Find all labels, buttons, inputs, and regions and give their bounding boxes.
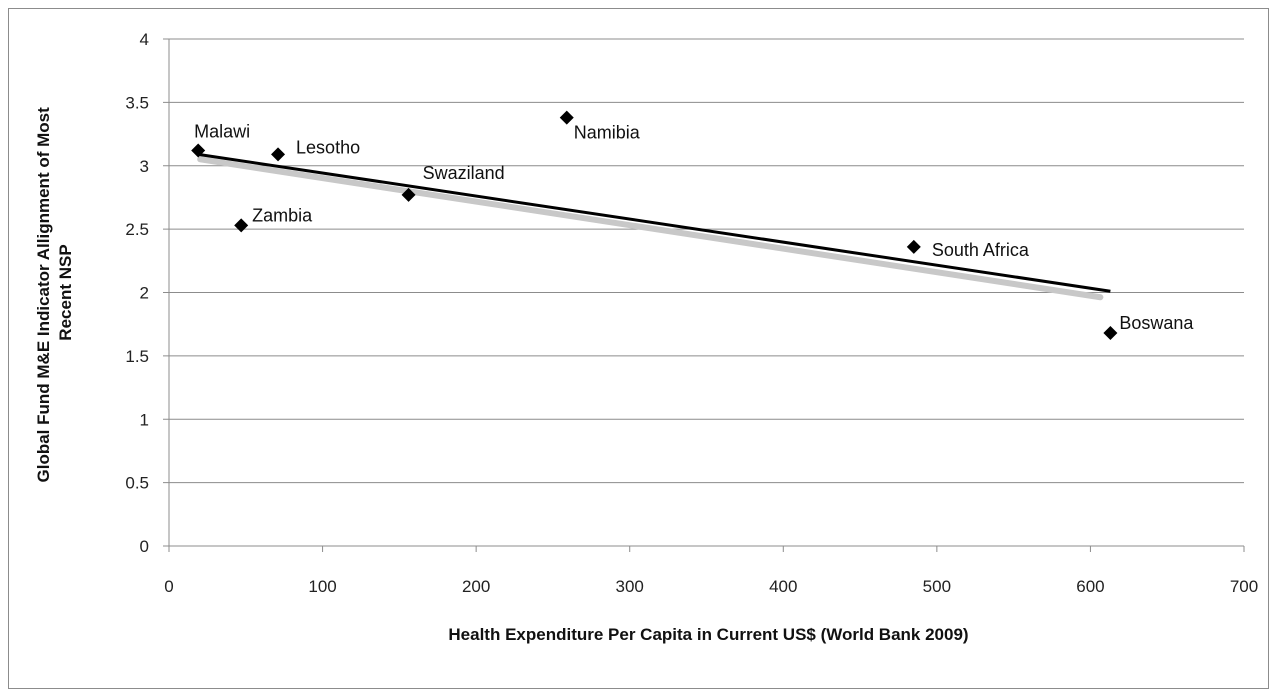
y-tick-label: 3 — [140, 157, 149, 176]
y-axis-title-line-2: Recent NSP — [56, 244, 75, 340]
x-tick-label: 200 — [462, 577, 490, 596]
x-tick-label: 600 — [1076, 577, 1104, 596]
point-labels: Malawi Lesotho Zambia Swaziland Namibia South… — [194, 122, 1194, 334]
data-point-marker — [191, 143, 206, 158]
data-point-marker — [401, 187, 416, 202]
y-axis-title-line-1: Global Fund M&E Indicator Allignment of … — [34, 107, 53, 483]
trendline-line — [197, 152, 1111, 293]
data-point-marker — [559, 110, 574, 125]
y-axis-title: Global Fund M&E Indicator Allignment of … — [34, 103, 75, 483]
x-axis-title: Health Expenditure Per Capita in Current… — [448, 625, 968, 644]
y-tick-label: 1 — [140, 410, 149, 429]
y-tick-label: 2 — [140, 284, 149, 303]
data-point-label: Swaziland — [423, 163, 505, 183]
axes — [163, 38, 1245, 552]
y-tick-label: 0 — [140, 537, 149, 556]
x-tick-label: 400 — [769, 577, 797, 596]
chart-frame: 0 0.5 1 1.5 2 2.5 3 3.5 4 0 100 200 300 400 500 600 700… — [8, 8, 1269, 689]
y-tick-label: 4 — [140, 30, 149, 49]
data-point-label: Zambia — [252, 205, 313, 225]
trendline — [197, 152, 1111, 301]
data-point-marker — [271, 147, 286, 162]
grid-lines — [169, 38, 1244, 484]
x-tick-label: 300 — [616, 577, 644, 596]
data-point-marker — [1103, 326, 1118, 341]
x-tick-labels: 0 100 200 300 400 500 600 700 — [164, 577, 1258, 596]
data-point-label: Malawi — [194, 122, 250, 142]
x-tick-label: 0 — [164, 577, 173, 596]
data-point-marker — [234, 218, 249, 233]
y-tick-label: 2.5 — [125, 220, 149, 239]
scatter-chart: 0 0.5 1 1.5 2 2.5 3 3.5 4 0 100 200 300 400 500 600 700… — [34, 30, 1258, 644]
data-point-label: South Africa — [932, 240, 1030, 260]
data-point-label: Namibia — [574, 123, 641, 143]
y-tick-label: 1.5 — [125, 347, 149, 366]
x-tick-label: 700 — [1230, 577, 1258, 596]
data-point-label: Lesotho — [296, 137, 360, 157]
y-tick-label: 3.5 — [125, 93, 149, 112]
y-tick-labels: 0 0.5 1 1.5 2 2.5 3 3.5 4 — [125, 30, 149, 556]
data-point-marker — [906, 239, 921, 254]
data-point-label: Boswana — [1119, 313, 1194, 333]
x-tick-label: 500 — [923, 577, 951, 596]
data-points — [191, 110, 1118, 341]
x-tick-label: 100 — [308, 577, 336, 596]
trendline-shadow — [197, 156, 1104, 301]
y-tick-label: 0.5 — [125, 474, 149, 493]
